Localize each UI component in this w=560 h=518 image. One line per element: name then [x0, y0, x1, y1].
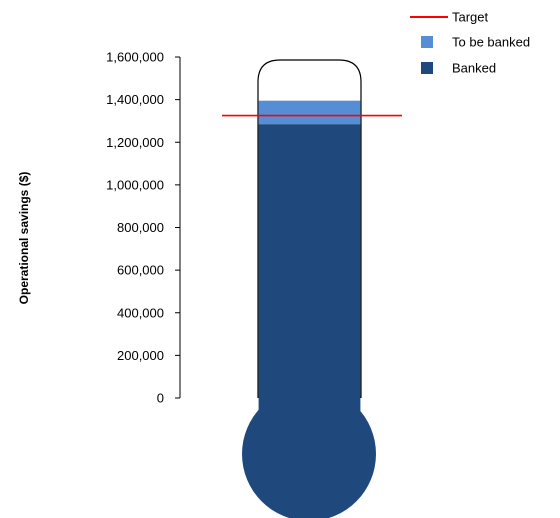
legend-label: Target [452, 10, 489, 25]
legend-swatch [421, 62, 433, 74]
y-tick-label: 1,000,000 [106, 177, 164, 192]
bar-banked [258, 124, 361, 399]
y-axis: 0 200,000 400,000 600,000 800,000 1,000,000 1,… [106, 50, 181, 406]
y-tick-label: 600,000 [117, 263, 164, 278]
y-axis-title: Operational savings ($) [17, 172, 31, 305]
legend: Target To be banked Banked [410, 10, 530, 76]
legend-label: Banked [452, 61, 496, 76]
y-tick-label: 0 [157, 391, 164, 406]
legend-item: Target [410, 10, 489, 25]
thermometer-bulb [242, 387, 376, 518]
y-tick-label: 400,000 [117, 305, 164, 320]
y-tick-label: 1,400,000 [106, 92, 164, 107]
legend-item: Banked [421, 61, 496, 76]
legend-swatch [421, 36, 433, 48]
y-tick-label: 800,000 [117, 220, 164, 235]
legend-label: To be banked [452, 35, 530, 50]
y-tick-label: 1,600,000 [106, 50, 164, 65]
bar-to-be-banked [258, 100, 361, 125]
legend-item: To be banked [421, 35, 530, 50]
y-tick-label: 1,200,000 [106, 135, 164, 150]
y-tick-label: 200,000 [117, 348, 164, 363]
thermometer [222, 59, 402, 518]
